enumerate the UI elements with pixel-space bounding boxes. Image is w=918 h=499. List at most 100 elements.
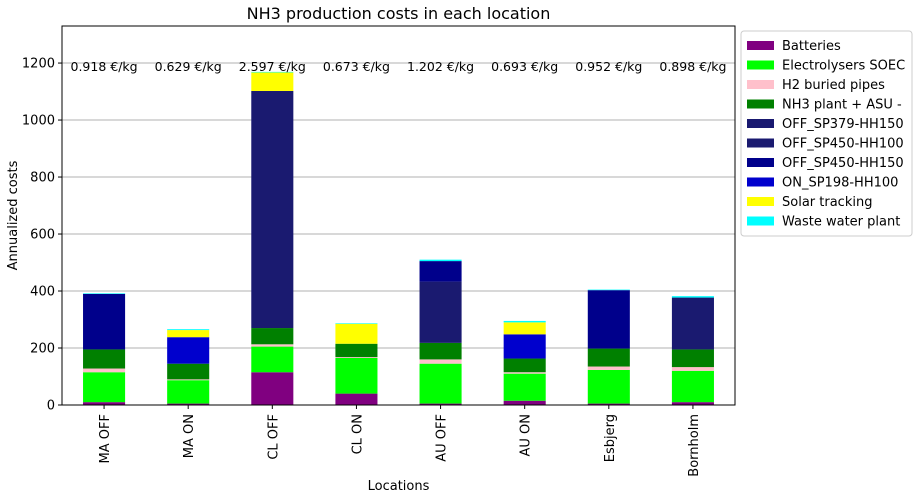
x-tick-label: Esbjerg [603, 414, 618, 462]
bar-segment [335, 323, 378, 324]
x-tick-label: Bornholm [687, 414, 702, 477]
bar-segment [167, 330, 210, 338]
bar-segment [335, 393, 378, 405]
legend-swatch [747, 60, 774, 70]
bar-segment [83, 402, 126, 405]
legend-swatch [747, 138, 774, 148]
bar-segment [503, 320, 546, 323]
legend-label: H2 buried pipes [782, 78, 885, 93]
bar-segment [671, 367, 714, 371]
x-tick-label: AU OFF [435, 414, 450, 462]
legend-label: ON_SP198-HH100 [782, 176, 898, 191]
y-tick-label: 400 [30, 285, 55, 300]
bar-segment [671, 370, 714, 403]
bar-segment [419, 261, 462, 282]
bar-segment [503, 334, 546, 359]
legend-label: Solar tracking [782, 195, 872, 210]
bar-segment [83, 293, 126, 294]
legend: Batteries Electrolysers SOEC H2 buried pip… [740, 30, 913, 237]
bar-segment [83, 293, 126, 350]
x-axis-title: Locations [368, 479, 430, 494]
bar-segment [335, 323, 378, 344]
cost-label: 0.952 €/kg [575, 59, 642, 74]
legend-label: Batteries [782, 39, 841, 54]
cost-label: 0.693 €/kg [491, 59, 558, 74]
x-tick-label: AU ON [519, 414, 534, 457]
bar-segment [503, 373, 546, 401]
bar-segment [251, 90, 294, 329]
legend-swatch [747, 41, 774, 50]
bar-segment [167, 363, 210, 380]
bar-segment [671, 402, 714, 405]
cost-label: 0.918 €/kg [71, 59, 138, 74]
bar-segment [167, 329, 210, 331]
bar-segment [671, 296, 714, 298]
y-tick-label: 0 [47, 399, 55, 414]
y-tick-label: 1200 [22, 57, 55, 72]
grid-lines [62, 62, 735, 406]
bar-segment [419, 342, 462, 360]
bar-segment [587, 366, 630, 370]
x-axis: MA OFF MA ON CL OFF CL ON AU OFF AU ON Esbjerg… [98, 405, 702, 477]
legend-swatch [747, 158, 774, 167]
chart-title: NH3 production costs in each location [247, 4, 551, 23]
legend-label: NH3 plant + ASU - [782, 98, 902, 113]
legend-swatch [747, 177, 774, 187]
cost-label: 0.673 €/kg [323, 59, 390, 74]
bar-segment [167, 380, 210, 404]
bar-segment [503, 372, 546, 374]
legend-label: OFF_SP379-HH150 [782, 117, 904, 132]
bar-segment [419, 281, 462, 343]
legend-frame [740, 30, 913, 237]
bars [83, 71, 714, 405]
legend-swatch [747, 99, 774, 109]
bar-segment [587, 290, 630, 349]
bar-segment [83, 368, 126, 373]
bar-segment [251, 71, 294, 73]
legend-label: OFF_SP450-HH150 [782, 156, 904, 171]
cost-label: 2.597 €/kg [239, 59, 306, 74]
cost-label: 0.898 €/kg [659, 59, 726, 74]
bar-segment [503, 358, 546, 373]
y-tick-label: 1000 [22, 114, 55, 129]
x-tick-label: MA ON [182, 414, 197, 458]
bar-segment [587, 289, 630, 291]
bar-segment [671, 297, 714, 350]
legend-swatch [747, 197, 774, 206]
legend-swatch [747, 216, 774, 226]
cost-label: 0.629 €/kg [155, 59, 222, 74]
bar-segment [671, 349, 714, 368]
cost-label: 1.202 €/kg [407, 59, 474, 74]
legend-label: Electrolysers SOEC [782, 59, 905, 74]
plot-frame [61, 25, 736, 406]
legend-swatch [747, 80, 774, 89]
x-tick-label: CL OFF [266, 414, 281, 460]
bar-segment [251, 372, 294, 405]
bar-segment [419, 403, 462, 405]
y-tick-label: 600 [30, 228, 55, 243]
y-axis: 0 200 400 600 800 1000 1200 [22, 57, 62, 414]
bar-segment [335, 357, 378, 394]
x-tick-label: MA OFF [98, 414, 113, 463]
bar-segment [167, 403, 210, 405]
y-tick-label: 200 [30, 342, 55, 357]
bar-segment [419, 359, 462, 364]
y-axis-title: Annualized costs [6, 160, 21, 270]
bar-segment [587, 403, 630, 405]
bar-segment [167, 337, 210, 364]
bar-segment [503, 400, 546, 405]
bar-segment [419, 363, 462, 404]
bar-segment [251, 344, 294, 347]
x-tick-label: CL ON [350, 414, 365, 454]
bar-segment [251, 72, 294, 91]
bar-segment [503, 322, 546, 335]
bar-segment [167, 379, 210, 381]
legend-swatch [747, 119, 774, 128]
bar-segment [251, 328, 294, 345]
bar-segment [83, 349, 126, 369]
bar-segment [335, 343, 378, 358]
y-tick-label: 800 [30, 171, 55, 186]
bar-segment [335, 357, 378, 358]
bar-segment [587, 348, 630, 367]
bar-segment [251, 346, 294, 373]
